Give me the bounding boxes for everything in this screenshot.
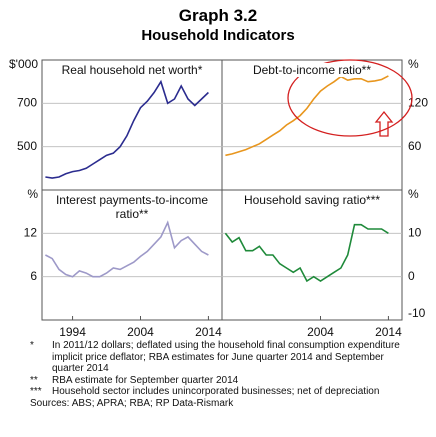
footnote-text: RBA estimate for September quarter 2014: [52, 374, 239, 386]
subtitle: Household Indicators: [141, 27, 295, 44]
y-tick-label: 500: [17, 139, 37, 153]
line: [45, 220, 209, 278]
y-tick-label: 10: [408, 226, 422, 240]
arrow: [374, 110, 394, 137]
y-tick-label: 6: [30, 269, 37, 283]
plots: $'000 500 700% 60 120% 6 12 1994 2004 2014% -10 0 10…: [9, 57, 428, 339]
footnote: *** Household sector includes unincorpora…: [30, 386, 410, 398]
y-tick-label: 0: [408, 269, 415, 283]
sources: Sources: ABS; APRA; RBA; RP Data-Rismark: [30, 397, 234, 409]
footnote-text: In 2011/12 dollars; deflated using the h…: [52, 340, 400, 374]
line: [45, 79, 209, 179]
panel-title-text: Real household net worth*: [61, 63, 203, 77]
highlight-ellipse: [287, 59, 413, 137]
x-tick-label: 2014: [195, 325, 222, 339]
x-tick-label: 2004: [127, 325, 154, 339]
panel-title-text: Interest payments-to-income ratio**: [55, 193, 209, 221]
panel-title-text: Household saving ratio***: [243, 193, 381, 207]
footnotes: * In 2011/12 dollars; deflated using the …: [30, 340, 410, 409]
y-unit-label: %: [27, 187, 38, 201]
y-tick-label: 700: [17, 96, 37, 110]
y-tick-label: 60: [408, 139, 422, 153]
y-unit-label: $'000: [9, 57, 38, 71]
panel-title-text: Debt-to-income ratio**: [252, 63, 372, 77]
footnote-marker: **: [30, 374, 38, 386]
y-tick-label: 120: [408, 96, 428, 110]
panel-title: Debt-to-income ratio**: [227, 63, 397, 77]
panel-title: Household saving ratio***: [227, 193, 397, 207]
footnote-text: Household sector includes unincorporated…: [52, 386, 380, 397]
x-tick-label: 2014: [375, 325, 402, 339]
panel-title: Interest payments-to-income ratio**: [47, 193, 217, 221]
footnote: ** RBA estimate for September quarter 201…: [30, 375, 410, 387]
y-tick-label: -10: [408, 306, 426, 320]
title: Graph 3.2: [178, 6, 258, 25]
line: [225, 75, 389, 157]
y-unit-label: %: [408, 57, 419, 71]
panel-title: Real household net worth*: [47, 63, 217, 77]
line: [224, 223, 389, 283]
footnote-marker: ***: [30, 386, 42, 397]
y-tick-label: 12: [24, 226, 38, 240]
y-unit-label: %: [408, 187, 419, 201]
footnote-marker: *: [30, 340, 34, 351]
x-tick-label: 1994: [59, 325, 86, 339]
x-tick-label: 2004: [307, 325, 334, 339]
footnote: * In 2011/12 dollars; deflated using the …: [30, 340, 410, 375]
